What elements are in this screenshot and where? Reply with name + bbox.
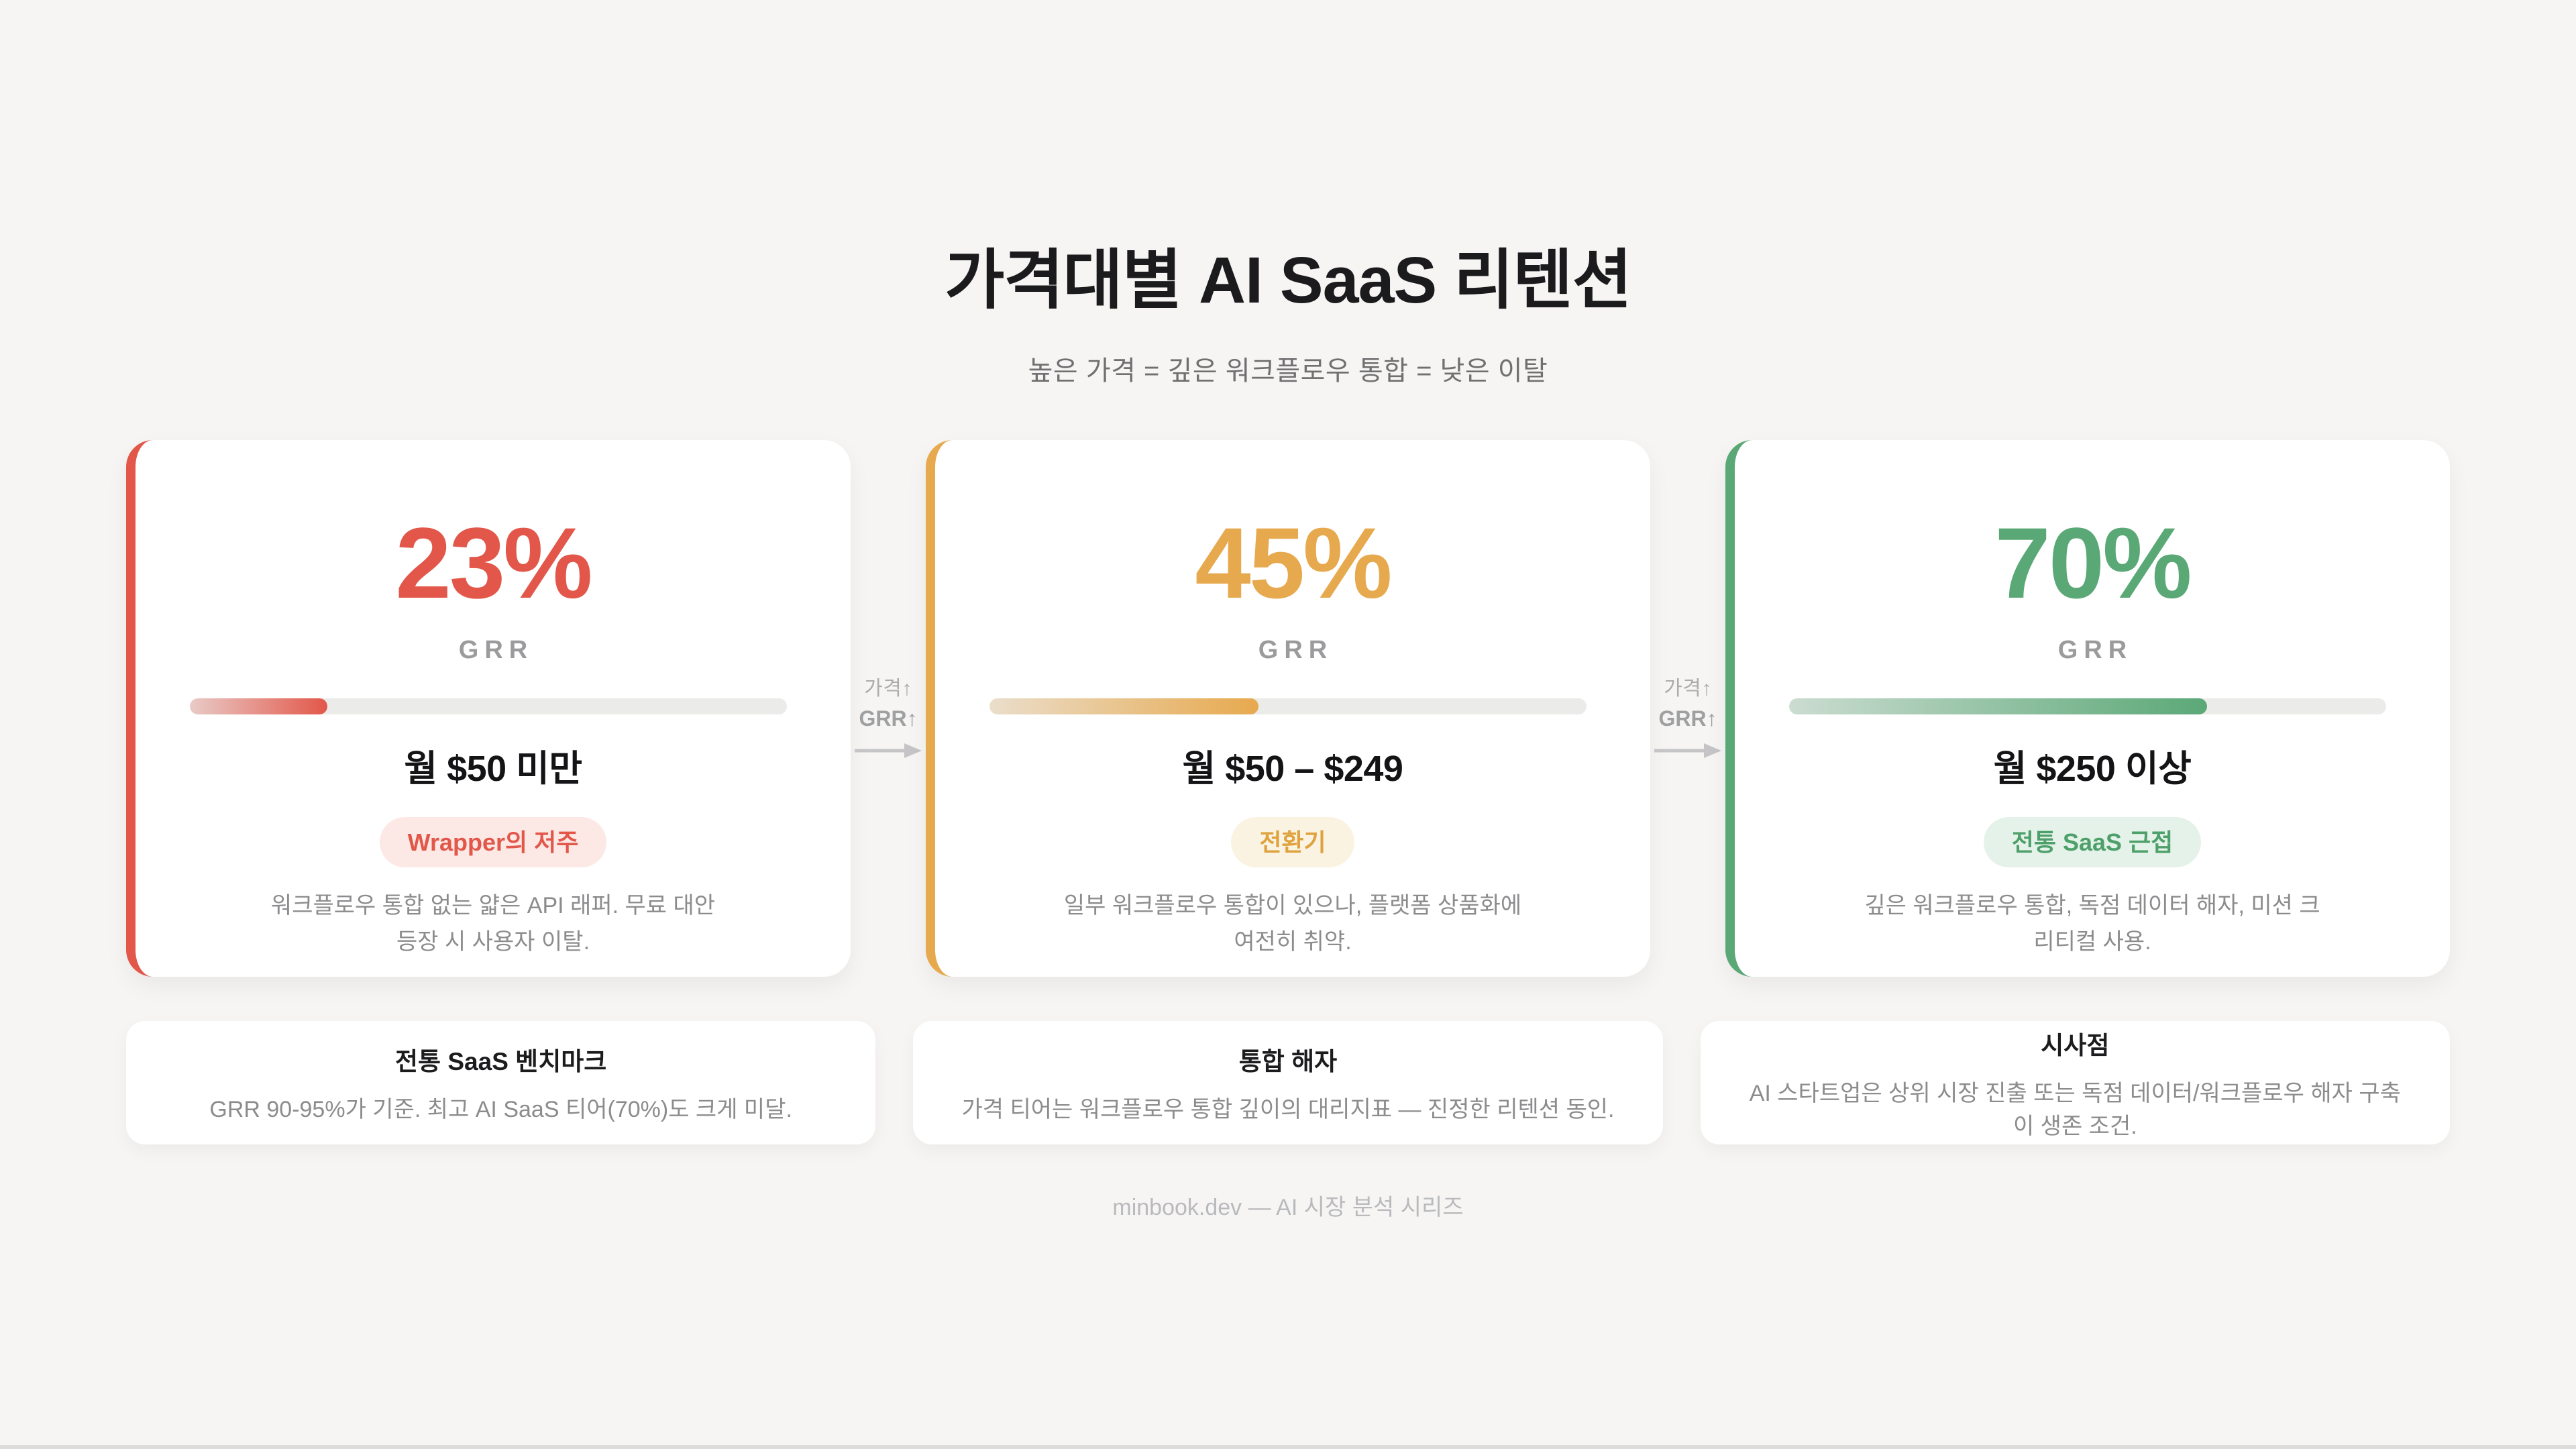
progress-bar-fill <box>1789 698 2207 714</box>
footer-credit: minbook.dev — AI 시장 분석 시리즈 <box>1112 1194 1464 1220</box>
grr-label: GRR <box>458 635 534 664</box>
grr-value: 23% <box>395 506 592 619</box>
tier-description: 깊은 워크플로우 통합, 독점 데이터 해자, 미션 크리티컬 사용. <box>1864 892 2320 955</box>
arrow-right-icon <box>855 743 922 758</box>
header: 가격대별 AI SaaS 리텐션 높은 가격 = 깊은 워크플로우 통합 = 낮… <box>0 0 2576 388</box>
status-badge: Wrapper의 저주 <box>379 816 607 867</box>
insight-title: 시사점 <box>2041 1031 2110 1059</box>
page-title: 가격대별 AI SaaS 리텐션 <box>945 244 1632 317</box>
insight-body: 가격 티어는 워크플로우 통합 깊이의 대리지표 — 진정한 리텐션 동인. <box>961 1097 1615 1123</box>
insight-title: 통합 해자 <box>1238 1048 1338 1076</box>
progress-bar <box>190 698 787 714</box>
status-badge: 전통 SaaS 근접 <box>1983 816 2202 867</box>
grr-value: 45% <box>1195 506 1392 619</box>
insight-body: AI 스타트업은 상위 시장 진출 또는 독점 데이터/워크플로우 해자 구축이… <box>1749 1080 2401 1139</box>
grr-value: 70% <box>1994 506 2192 619</box>
arrow-right-icon <box>1654 743 1721 758</box>
price-range: 월 $250 이상 <box>1993 748 2192 789</box>
connector-grr-label: GRR↑ <box>859 706 918 731</box>
page-subtitle: 높은 가격 = 깊은 워크플로우 통합 = 낮은 이탈 <box>1028 356 1548 386</box>
screen-bottom-edge <box>0 1445 2576 1449</box>
insight-title: 전통 SaaS 벤치마크 <box>395 1048 607 1076</box>
grr-label: GRR <box>2057 635 2133 664</box>
connector-price-label: 가격↑ <box>1664 677 1712 700</box>
connector-1: 가격↑ GRR↑ <box>851 440 926 977</box>
progress-bar-fill <box>989 698 1258 714</box>
insight-card-implication: 시사점 AI 스타트업은 상위 시장 진출 또는 독점 데이터/워크플로우 해자… <box>1700 1020 2450 1144</box>
insight-card-benchmark: 전통 SaaS 벤치마크 GRR 90-95%가 기준. 최고 AI SaaS … <box>126 1020 876 1144</box>
status-badge: 전환기 <box>1231 816 1354 867</box>
price-range: 월 $50 미만 <box>404 748 582 789</box>
price-range: 월 $50 – $249 <box>1182 748 1403 789</box>
tier-card-high-price: 70% GRR 월 $250 이상 전통 SaaS 근접 깊은 워크플로우 통합… <box>1725 439 2450 977</box>
tier-card-mid-price: 45% GRR 월 $50 – $249 전환기 일부 워크플로우 통합이 있으… <box>926 439 1650 977</box>
progress-bar <box>1789 698 2386 714</box>
connector-price-label: 가격↑ <box>864 677 912 700</box>
insight-cards-row: 전통 SaaS 벤치마크 GRR 90-95%가 기준. 최고 AI SaaS … <box>126 1020 2450 1144</box>
progress-bar-fill <box>190 698 327 714</box>
tier-cards-row: 23% GRR 월 $50 미만 Wrapper의 저주 워크플로우 통합 없는… <box>126 439 2450 977</box>
connector-grr-label: GRR↑ <box>1658 706 1717 731</box>
insight-body: GRR 90-95%가 기준. 최고 AI SaaS 티어(70%)도 크게 미… <box>209 1097 792 1123</box>
tier-card-low-price: 23% GRR 월 $50 미만 Wrapper의 저주 워크플로우 통합 없는… <box>126 439 851 977</box>
grr-label: GRR <box>1258 635 1334 664</box>
insight-card-moat: 통합 해자 가격 티어는 워크플로우 통합 깊이의 대리지표 — 진정한 리텐션… <box>913 1020 1663 1144</box>
tier-description: 일부 워크플로우 통합이 있으나, 플랫폼 상품화에 여전히 취약. <box>1063 892 1522 955</box>
connector-2: 가격↑ GRR↑ <box>1650 440 1725 977</box>
progress-bar <box>989 698 1587 714</box>
tier-description: 워크플로우 통합 없는 얇은 API 래퍼. 무료 대안 등장 시 사용자 이탈… <box>270 892 716 955</box>
